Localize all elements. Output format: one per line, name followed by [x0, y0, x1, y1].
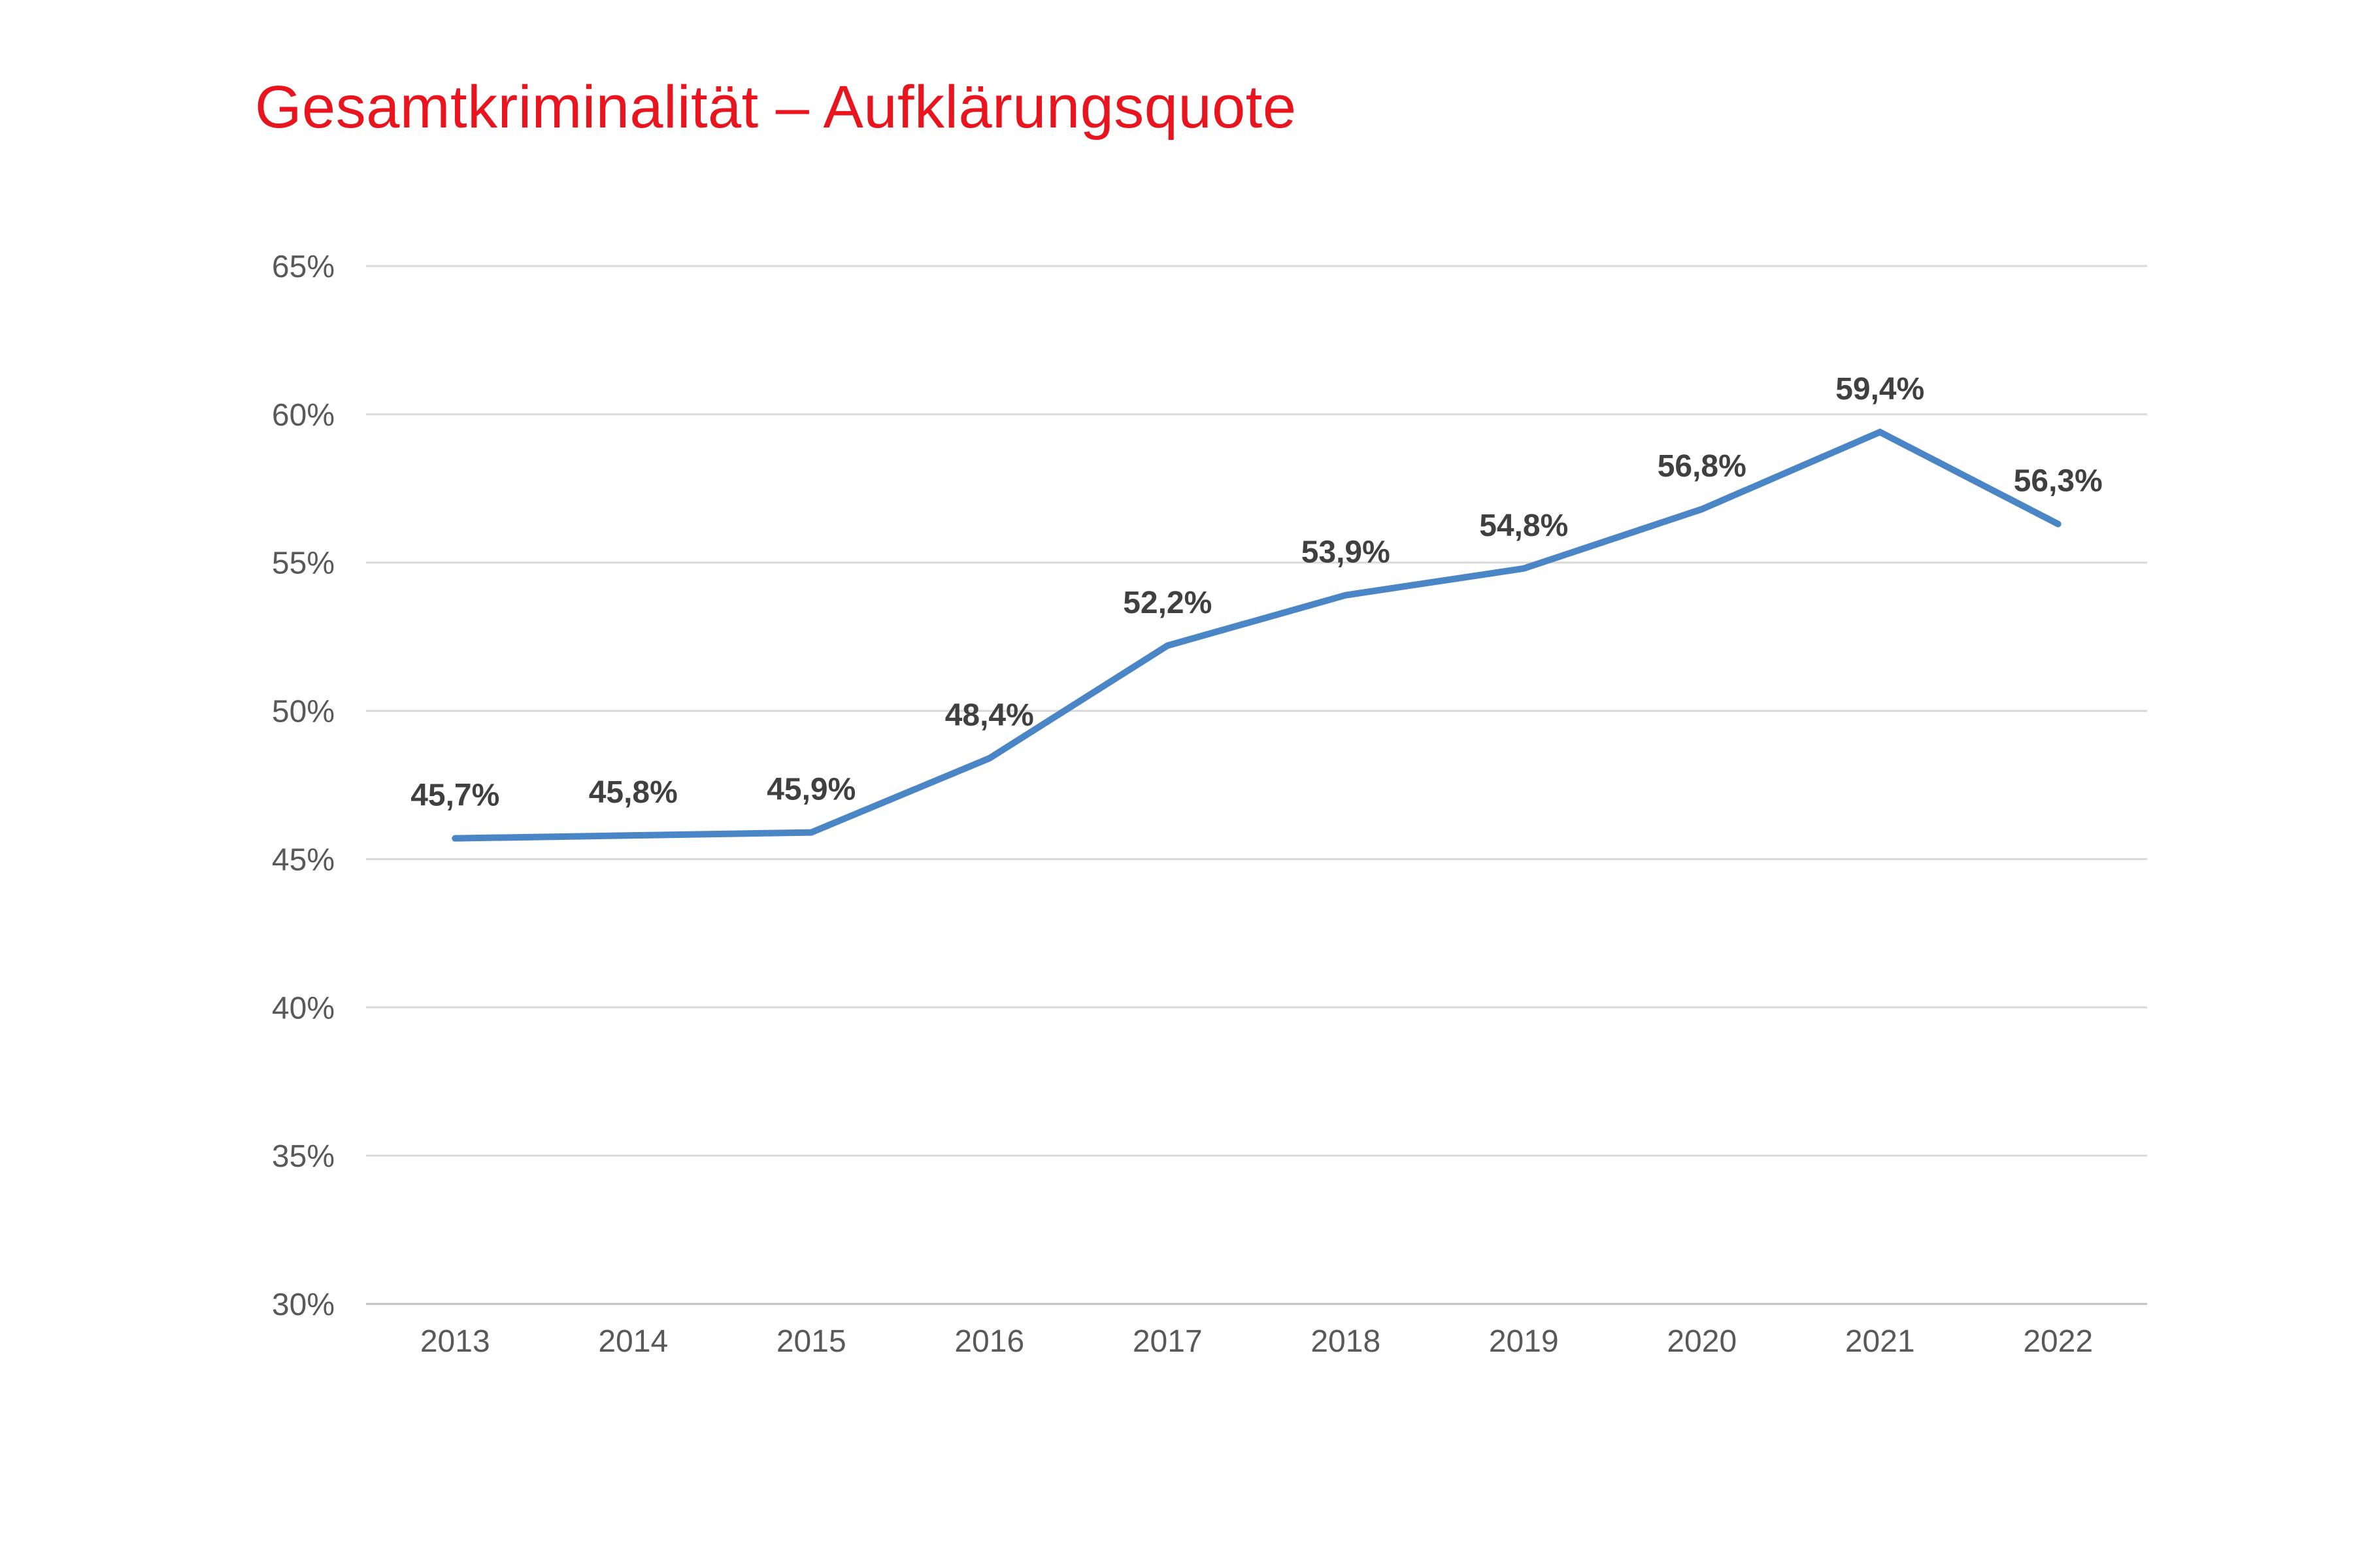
data-point — [1344, 594, 1346, 596]
x-tick-label: 2021 — [1845, 1324, 1915, 1359]
x-tick-label: 2020 — [1667, 1324, 1737, 1359]
data-point — [454, 837, 456, 839]
data-label: 45,7% — [410, 778, 499, 813]
y-tick-label: 35% — [272, 1139, 335, 1174]
series-line — [452, 428, 2061, 842]
data-point — [1167, 644, 1169, 646]
x-tick-label: 2018 — [1310, 1324, 1380, 1359]
y-tick-label: 55% — [272, 546, 335, 581]
y-tick-label: 45% — [272, 842, 335, 877]
series-layer — [452, 428, 2061, 842]
x-tick-label: 2013 — [420, 1324, 490, 1359]
data-label: 59,4% — [1835, 372, 1924, 407]
data-label: 45,9% — [767, 773, 856, 807]
x-tick-label: 2015 — [776, 1324, 846, 1359]
chart-title: Gesamtkriminalität – Aufklärungsquote — [255, 74, 1297, 141]
data-point — [632, 835, 634, 837]
data-label: 56,8% — [1658, 449, 1746, 484]
data-label: 52,2% — [1123, 586, 1212, 620]
data-label: 53,9% — [1301, 535, 1390, 570]
data-point — [1701, 509, 1703, 510]
y-tick-label: 40% — [272, 991, 335, 1026]
data-point — [810, 831, 812, 833]
data-label: 56,3% — [2014, 464, 2103, 499]
y-tick-label: 65% — [272, 250, 335, 284]
y-tick-label: 50% — [272, 695, 335, 729]
data-labels: 45,7% 45,8% 45,9% 48,4% 52,2% 53,9% 54,8% 56,8%… — [410, 372, 2103, 813]
x-axis-ticks: 2013 2014 2015 2016 2017 2018 2019 2020 2021 2022 — [420, 1324, 2093, 1359]
data-point — [1523, 567, 1525, 569]
x-tick-label: 2014 — [598, 1324, 668, 1359]
data-label: 45,8% — [589, 775, 678, 810]
y-axis-ticks: 30% 35% 40% 45% 50% 55% 60% 65% — [272, 250, 335, 1322]
gridlines — [366, 265, 2147, 1305]
data-point — [2057, 523, 2059, 525]
x-tick-label: 2016 — [954, 1324, 1024, 1359]
x-tick-label: 2022 — [2023, 1324, 2093, 1359]
y-tick-label: 60% — [272, 398, 335, 433]
y-tick-label: 30% — [272, 1288, 335, 1322]
x-tick-label: 2017 — [1133, 1324, 1203, 1359]
data-label: 54,8% — [1479, 509, 1568, 543]
x-tick-label: 2019 — [1489, 1324, 1559, 1359]
data-point — [988, 758, 990, 759]
data-point — [1879, 431, 1881, 433]
data-label: 48,4% — [945, 698, 1034, 733]
